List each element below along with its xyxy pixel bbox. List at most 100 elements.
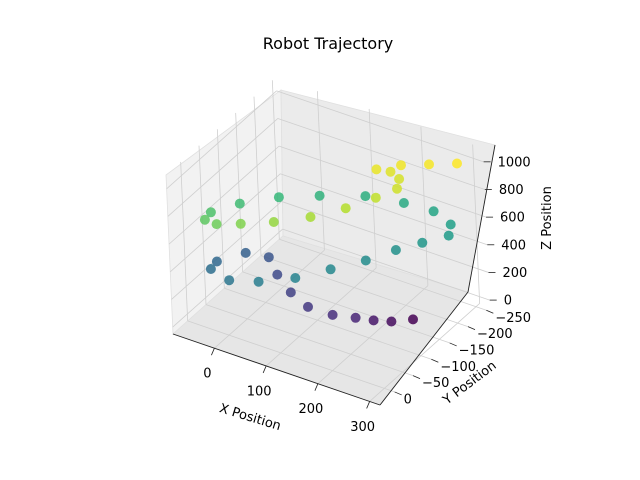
trajectory-point xyxy=(445,219,456,230)
y-tick-label: −50 xyxy=(422,376,449,391)
trajectory-point xyxy=(305,212,316,222)
trajectory-point xyxy=(290,273,301,283)
grid-line-x-floor xyxy=(369,303,480,402)
y-tick-label: −200 xyxy=(477,327,513,342)
tick-mark xyxy=(449,342,457,347)
trajectory-point xyxy=(392,183,402,194)
z-tick-label: 600 xyxy=(500,211,525,226)
trajectory-point xyxy=(398,198,409,208)
trajectory-point xyxy=(360,191,371,202)
trajectory-point xyxy=(390,245,401,255)
tick-mark xyxy=(486,309,494,314)
chart-title: Robot Trajectory xyxy=(263,34,394,53)
grid-line-y-floor xyxy=(242,271,450,344)
trajectory-point xyxy=(385,166,396,177)
z-axis-label: Z Position xyxy=(540,186,555,250)
grid-line-y-floor xyxy=(205,304,414,376)
trajectory-point xyxy=(452,158,462,169)
trajectory-point xyxy=(268,217,279,227)
grid-line-x-back xyxy=(368,108,377,268)
trajectory-point xyxy=(340,203,351,214)
tick-mark xyxy=(467,326,476,330)
grid-line-y-left xyxy=(253,96,262,256)
trajectory-points xyxy=(199,158,462,327)
y-tick-label: −250 xyxy=(495,311,531,326)
trajectory-point xyxy=(443,230,454,241)
x-tick-label: 200 xyxy=(298,402,323,417)
grid-line-x-floor xyxy=(214,249,325,349)
grid-line-z-back xyxy=(277,118,485,190)
trajectory-point xyxy=(417,237,428,248)
grid-line-z-back xyxy=(278,145,487,218)
grid-line-y-floor xyxy=(187,320,395,393)
grid-line-z-left xyxy=(167,118,279,217)
tick-mark xyxy=(366,401,371,409)
trajectory-point xyxy=(360,255,371,266)
grid-lines xyxy=(166,80,490,402)
grid-line-z-back xyxy=(281,201,489,273)
grid-line-x-floor xyxy=(317,285,429,384)
z-tick-label: 400 xyxy=(501,238,526,253)
y-axis-line xyxy=(379,291,469,406)
grid-line-x-back xyxy=(420,126,429,286)
trajectory-point xyxy=(199,214,210,225)
grid-line-y-left xyxy=(271,80,280,240)
trajectory-point xyxy=(205,207,216,218)
trajectory-point xyxy=(314,190,325,201)
trajectory-point xyxy=(240,247,251,258)
grid-line-z-left xyxy=(169,173,281,273)
trajectory-point xyxy=(235,218,246,229)
grid-line-y-left xyxy=(198,145,207,305)
trajectory-point xyxy=(428,206,439,217)
grid-line-x-back xyxy=(472,144,481,304)
z-tick-label: 1000 xyxy=(498,155,531,170)
trajectory-point xyxy=(234,198,245,209)
trajectory-point xyxy=(371,164,382,175)
z-tick-label: 0 xyxy=(504,294,512,309)
trajectory-point xyxy=(368,315,379,326)
trajectory-point xyxy=(205,264,216,274)
grid-line-x-back xyxy=(317,91,325,251)
trajectory-point xyxy=(408,314,418,325)
trajectory-point xyxy=(253,276,264,287)
x-tick-label: 100 xyxy=(247,384,272,399)
grid-line-z-back xyxy=(276,90,484,163)
x-tick-label: 0 xyxy=(203,367,211,382)
tick-mark xyxy=(431,358,439,363)
y-tick-label: −100 xyxy=(440,360,476,375)
x-tick-label: 300 xyxy=(350,420,375,435)
trajectory-point xyxy=(211,256,222,267)
trajectory-point xyxy=(396,160,406,171)
trajectory-point xyxy=(303,301,313,312)
grid-line-z-back xyxy=(282,228,490,301)
trajectory-point xyxy=(394,174,405,184)
tick-mark xyxy=(211,348,215,356)
trajectory-point xyxy=(273,192,284,203)
z-axis-line xyxy=(467,144,496,293)
grid-line-y-left xyxy=(235,112,244,272)
tick-mark xyxy=(412,375,421,379)
trajectory-point xyxy=(211,219,222,230)
trajectory-point xyxy=(350,312,361,323)
grid-line-y-floor xyxy=(224,287,432,360)
grid-line-x-floor xyxy=(265,267,377,367)
grid-line-z-left xyxy=(168,145,280,245)
trajectory-point xyxy=(224,275,235,286)
y-tick-label: −150 xyxy=(459,343,495,358)
axis-ticks: 0 100 200 300 0 −50−100 −150−200−250 0 200 400 600… xyxy=(203,155,531,435)
z-tick-label: 800 xyxy=(499,183,524,198)
grid-line-z-left xyxy=(171,201,282,300)
axes-3d xyxy=(165,80,496,406)
grid-line-y-left xyxy=(216,129,225,289)
z-tick-label: 200 xyxy=(502,266,527,281)
y-tick-label: 0 xyxy=(404,392,412,407)
trajectory-point xyxy=(424,159,434,170)
trajectory-point xyxy=(272,269,283,280)
grid-line-z-left xyxy=(166,90,277,190)
grid-line-y-left xyxy=(180,161,189,321)
trajectory-point xyxy=(327,309,338,320)
trajectory-point xyxy=(325,264,336,275)
grid-line-y-floor xyxy=(279,238,487,311)
grid-line-y-floor xyxy=(260,255,469,327)
x-axis-line xyxy=(172,333,381,406)
